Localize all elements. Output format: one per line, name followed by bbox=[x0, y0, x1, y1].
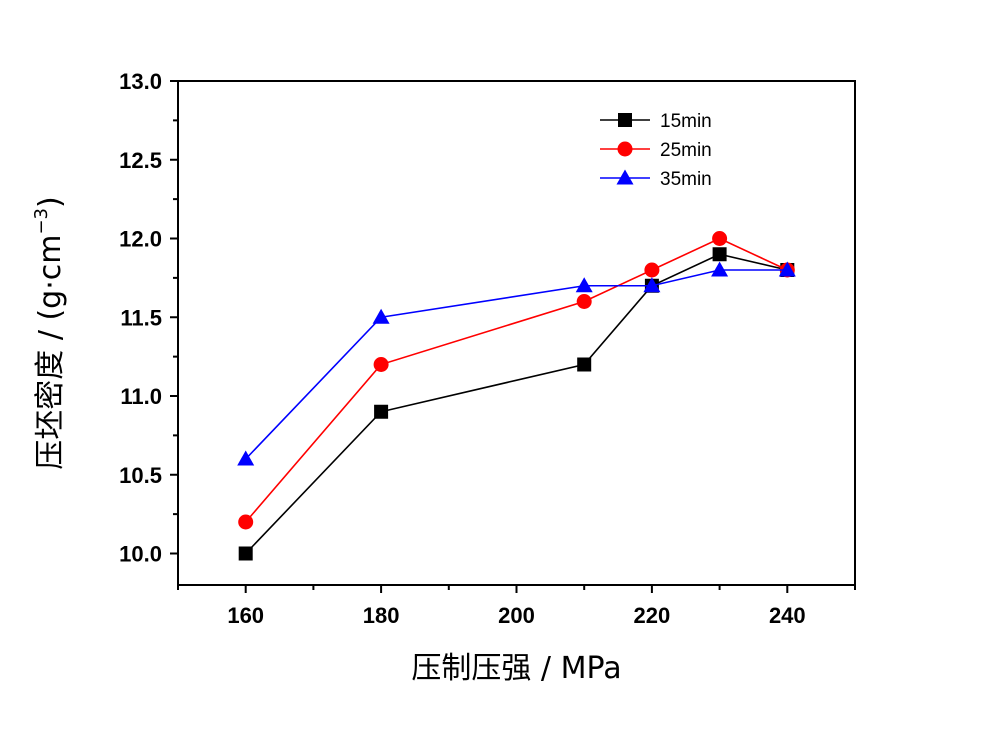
legend-item: 15min bbox=[600, 111, 712, 132]
x-tick-label: 160 bbox=[227, 603, 264, 628]
data-point bbox=[577, 357, 592, 372]
y-axis-title: 压坯密度 / (g·cm−3) bbox=[31, 196, 68, 469]
y-axis-title-main: 压坯密度 / (g·cm bbox=[33, 235, 68, 470]
series-15min bbox=[238, 247, 795, 561]
data-point bbox=[643, 277, 661, 293]
x-axis-ticks: 160 180 200 220 240 bbox=[177, 585, 856, 628]
y-tick-label: 10.5 bbox=[119, 463, 162, 488]
data-point bbox=[575, 277, 593, 293]
legend-label: 15min bbox=[660, 111, 712, 132]
data-point bbox=[238, 514, 254, 530]
data-point bbox=[576, 294, 592, 309]
series-layer bbox=[237, 231, 796, 561]
y-axis-title-close: ) bbox=[33, 196, 68, 208]
y-axis-ticks: 10.0 10.5 11.0 11.5 12.0 12.5 13.0 bbox=[119, 69, 178, 567]
data-point bbox=[372, 308, 390, 324]
data-point bbox=[778, 261, 796, 277]
y-tick-label: 13.0 bbox=[119, 69, 162, 94]
y-tick-label: 12.0 bbox=[119, 227, 162, 252]
data-point bbox=[374, 404, 389, 419]
data-point bbox=[237, 450, 255, 466]
series-line bbox=[245, 269, 788, 460]
data-point bbox=[644, 262, 660, 278]
x-axis-title: 压制压强 / MPa bbox=[411, 651, 621, 686]
x-tick-label: 220 bbox=[634, 603, 671, 628]
data-point bbox=[238, 546, 253, 561]
legend-marker bbox=[617, 141, 633, 157]
legend-marker bbox=[618, 113, 632, 127]
legend-label: 25min bbox=[660, 140, 712, 161]
legend-label: 35min bbox=[660, 169, 712, 190]
series-line bbox=[245, 253, 788, 555]
x-tick-label: 240 bbox=[769, 603, 806, 628]
plot-frame bbox=[177, 80, 856, 586]
legend-marker bbox=[616, 169, 634, 185]
y-tick-label: 11.5 bbox=[120, 305, 162, 330]
x-tick-label: 180 bbox=[363, 603, 400, 628]
data-point bbox=[711, 261, 729, 277]
legend: 15min 25min 35min bbox=[600, 111, 712, 190]
x-tick-label: 200 bbox=[498, 603, 535, 628]
y-tick-label: 12.5 bbox=[119, 148, 162, 173]
legend-item: 35min bbox=[600, 169, 712, 190]
data-point bbox=[373, 357, 389, 372]
y-axis-title-exponent: −3 bbox=[31, 208, 52, 235]
data-point bbox=[712, 247, 727, 262]
y-tick-label: 11.0 bbox=[120, 384, 162, 409]
series-35min bbox=[237, 261, 796, 466]
y-tick-label: 10.0 bbox=[119, 542, 162, 567]
data-point bbox=[712, 231, 728, 246]
legend-item: 25min bbox=[600, 140, 712, 161]
